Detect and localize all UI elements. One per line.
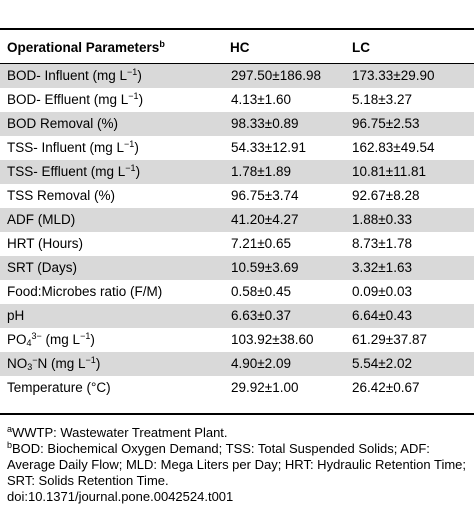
- hc-value-cell: 96.75±3.74: [231, 188, 299, 204]
- hc-value-cell: 4.90±2.09: [228, 352, 348, 376]
- table-row: TSS- Influent (mg L−1) 54.33±12.91 162.83±…: [0, 136, 474, 160]
- parameter-cell: Food:Microbes ratio (F/M): [7, 284, 163, 300]
- parameter-cell: HRT (Hours): [7, 236, 84, 252]
- doi-link[interactable]: doi:10.1371/journal.pone.0042524.t001: [7, 489, 234, 504]
- table-body: BOD- Influent (mg L−1) 297.50±186.98 173.3…: [0, 64, 474, 400]
- parameter-cell: TSS Removal (%): [7, 188, 116, 204]
- table-row: TSS Removal (%) 96.75±3.74 92.67±8.28: [0, 184, 474, 208]
- table-bottom-rule: [0, 413, 474, 415]
- parameter-cell: PO43− (mg L−1): [7, 331, 95, 349]
- lc-value-cell: 8.73±1.78: [352, 236, 412, 252]
- hc-value-cell: 7.21±0.65: [231, 236, 291, 252]
- parameter-cell: pH: [0, 304, 228, 328]
- lc-value-cell: 10.81±11.81: [348, 160, 474, 184]
- table-row: HRT (Hours) 7.21±0.65 8.73±1.78: [0, 232, 474, 256]
- parameter-cell: TSS- Effluent (mg L−1): [0, 160, 228, 184]
- data-table: BOD- Influent (mg L−1) 297.50±186.98 173.3…: [0, 64, 474, 400]
- hc-value-cell: 297.50±186.98: [228, 64, 348, 88]
- lc-value-cell: 173.33±29.90: [348, 64, 474, 88]
- header-divider-rule: [0, 63, 474, 64]
- parameter-cell: Temperature (°C): [7, 380, 111, 396]
- lc-value-cell: 92.67±8.28: [352, 188, 420, 204]
- hc-value-cell: 4.13±1.60: [231, 92, 291, 108]
- table-header: Operational Parametersb HC LC: [0, 30, 474, 64]
- table-row: pH 6.63±0.37 6.64±0.43: [0, 304, 474, 328]
- hc-value-cell: 1.78±1.89: [228, 160, 348, 184]
- hc-value-cell: 10.59±3.69: [228, 256, 348, 280]
- table-row: SRT (Days) 10.59±3.69 3.32±1.63: [0, 256, 474, 280]
- table-row: NO3−N (mg L−1) 4.90±2.09 5.54±2.02: [0, 352, 474, 376]
- table-row: BOD Removal (%) 98.33±0.89 96.75±2.53: [0, 112, 474, 136]
- table-top-rule: [0, 28, 474, 30]
- lc-value-cell: 1.88±0.33: [348, 208, 474, 232]
- parameter-cell: ADF (MLD): [0, 208, 228, 232]
- table-footnotes: aWWTP: Wastewater Treatment Plant. bBOD:…: [7, 425, 471, 505]
- hc-value-cell: 54.33±12.91: [231, 140, 306, 156]
- hc-value-cell: 98.33±0.89: [228, 112, 348, 136]
- footnote-a: aWWTP: Wastewater Treatment Plant.: [7, 424, 228, 441]
- lc-value-cell: 162.83±49.54: [352, 140, 435, 156]
- header-row: Operational Parametersb HC LC: [0, 30, 474, 64]
- header-lc: LC: [352, 39, 370, 55]
- parameter-cell: NO3−N (mg L−1): [0, 352, 228, 376]
- lc-value-cell: 5.18±3.27: [352, 92, 412, 108]
- lc-value-cell: 6.64±0.43: [348, 304, 474, 328]
- header-hc: HC: [230, 39, 250, 55]
- lc-value-cell: 26.42±0.67: [352, 380, 420, 396]
- table-row: BOD- Effluent (mg L−1) 4.13±1.60 5.18±3.27: [0, 88, 474, 112]
- header-operational-parameters: Operational Parametersb: [7, 38, 165, 55]
- parameter-cell: BOD- Influent (mg L−1): [0, 64, 228, 88]
- parameter-cell: SRT (Days): [0, 256, 228, 280]
- footnote-marker: b: [159, 38, 165, 49]
- table-row: Food:Microbes ratio (F/M) 0.58±0.45 0.09±0…: [0, 280, 474, 304]
- hc-value-cell: 103.92±38.60: [231, 332, 314, 348]
- lc-value-cell: 3.32±1.63: [348, 256, 474, 280]
- lc-value-cell: 96.75±2.53: [348, 112, 474, 136]
- lc-value-cell: 61.29±37.87: [352, 332, 427, 348]
- hc-value-cell: 0.58±0.45: [231, 284, 291, 300]
- table-row: TSS- Effluent (mg L−1) 1.78±1.89 10.81±11.…: [0, 160, 474, 184]
- parameter-cell: BOD Removal (%): [0, 112, 228, 136]
- parameter-cell: TSS- Influent (mg L−1): [7, 139, 139, 156]
- footnote-b: bBOD: Biochemical Oxygen Demand; TSS: To…: [7, 440, 467, 489]
- hc-value-cell: 29.92±1.00: [231, 380, 299, 396]
- table-row: ADF (MLD) 41.20±4.27 1.88±0.33: [0, 208, 474, 232]
- lc-value-cell: 0.09±0.03: [352, 284, 412, 300]
- table-row: Temperature (°C) 29.92±1.00 26.42±0.67: [0, 376, 474, 400]
- table-row: BOD- Influent (mg L−1) 297.50±186.98 173.3…: [0, 64, 474, 88]
- hc-value-cell: 41.20±4.27: [228, 208, 348, 232]
- table-row: PO43− (mg L−1) 103.92±38.60 61.29±37.87: [0, 328, 474, 352]
- lc-value-cell: 5.54±2.02: [348, 352, 474, 376]
- hc-value-cell: 6.63±0.37: [228, 304, 348, 328]
- parameter-cell: BOD- Effluent (mg L−1): [7, 91, 144, 108]
